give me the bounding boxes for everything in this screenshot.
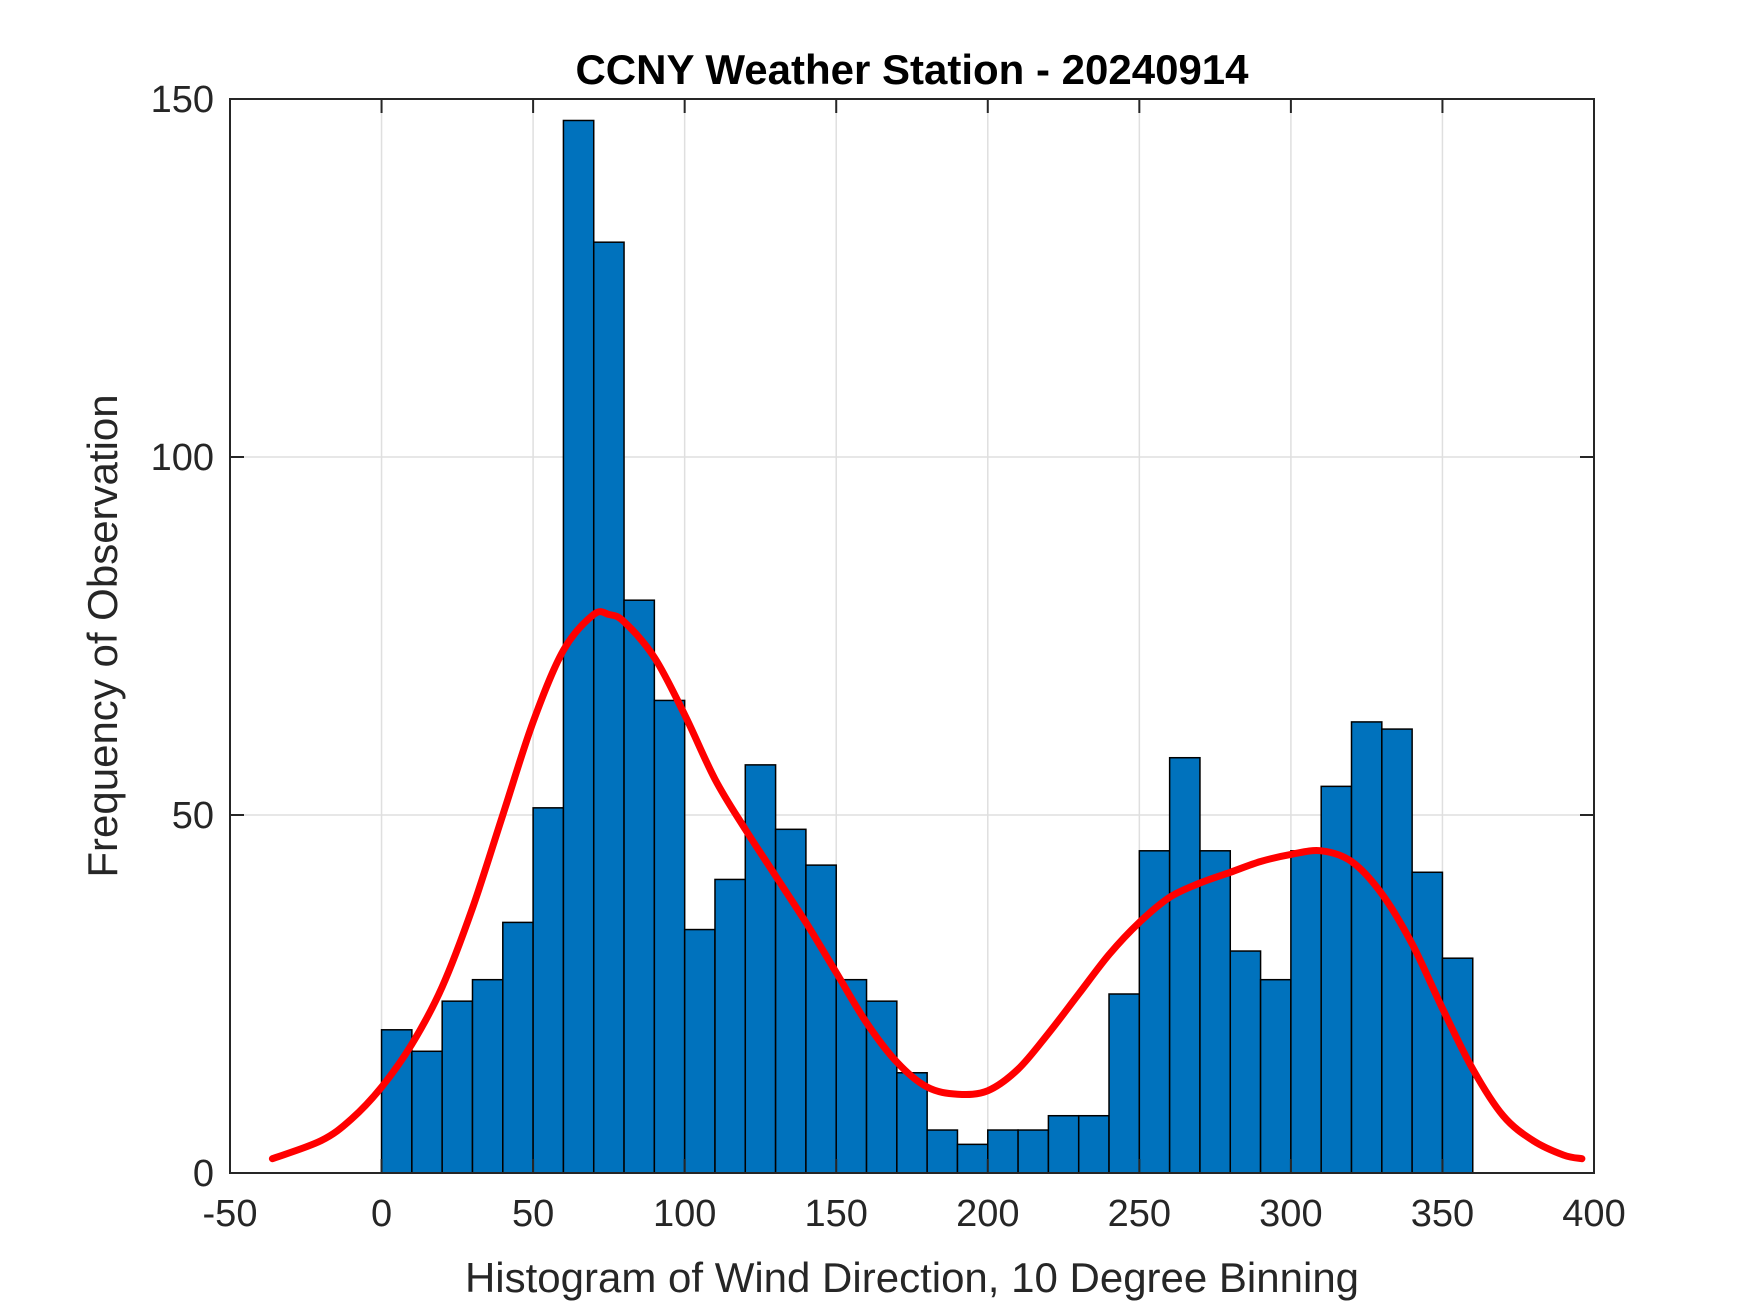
histogram-bar — [411, 1050, 443, 1174]
histogram-bar — [1411, 871, 1444, 1174]
y-tick-label: 50 — [172, 795, 214, 837]
histogram-bar — [592, 241, 625, 1174]
x-tick-label: 0 — [371, 1193, 392, 1235]
histogram-bar — [502, 921, 534, 1174]
histogram-bar — [1077, 1114, 1110, 1174]
histogram-bar — [1320, 785, 1353, 1174]
histogram-bar — [1229, 950, 1262, 1174]
histogram-bar — [532, 807, 565, 1174]
histogram-bar — [1017, 1129, 1050, 1174]
histogram-bar — [1381, 728, 1413, 1174]
histogram-bar — [653, 699, 686, 1174]
histogram-bar — [623, 599, 656, 1174]
histogram-bar — [987, 1129, 1019, 1174]
histogram-bar — [683, 928, 716, 1174]
x-tick-label: 200 — [956, 1193, 1019, 1235]
chart-title: CCNY Weather Station - 20240914 — [575, 46, 1249, 93]
y-tick-label: 150 — [151, 79, 214, 121]
y-tick-label: 100 — [151, 437, 214, 479]
histogram-bar — [956, 1143, 989, 1174]
fit-curve-group — [268, 608, 1586, 1163]
y-axis-label: Frequency of Observation — [79, 394, 126, 877]
histogram-bar — [471, 978, 504, 1174]
histogram-bar — [1168, 756, 1201, 1174]
histogram-bar — [1108, 993, 1141, 1174]
x-axis-label: Histogram of Wind Direction, 10 Degree B… — [465, 1254, 1359, 1301]
fit-curve-line — [268, 608, 1586, 1163]
histogram-bar — [805, 864, 837, 1174]
x-tick-label: 400 — [1562, 1193, 1625, 1235]
histogram-bar — [926, 1129, 959, 1174]
histogram-bar — [1199, 850, 1232, 1174]
x-tick-label: 350 — [1411, 1193, 1474, 1235]
x-tick-label: 50 — [512, 1193, 554, 1235]
x-tick-label: 150 — [805, 1193, 868, 1235]
histogram-bar — [744, 764, 777, 1174]
histogram-bar — [835, 978, 868, 1174]
x-tick-label: 100 — [653, 1193, 716, 1235]
histogram-bar — [441, 1000, 474, 1174]
x-tick-label: 300 — [1259, 1193, 1322, 1235]
histogram-bars — [380, 119, 1474, 1174]
plot-frame — [229, 98, 1595, 1174]
histogram-bar — [1259, 978, 1292, 1174]
x-tick-label: 250 — [1108, 1193, 1171, 1235]
histogram-bar — [714, 878, 747, 1174]
histogram-bar — [1290, 850, 1322, 1174]
x-tick-label: -50 — [203, 1193, 258, 1235]
y-tick-label: 0 — [193, 1153, 214, 1195]
histogram-bar — [1047, 1114, 1080, 1174]
histogram-bar — [1350, 721, 1383, 1174]
